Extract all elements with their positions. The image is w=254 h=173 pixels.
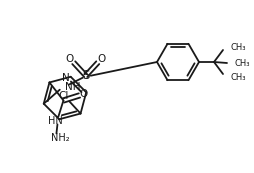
Text: NH₂: NH₂ bbox=[51, 133, 70, 143]
Text: S: S bbox=[82, 69, 89, 82]
Text: O: O bbox=[79, 89, 87, 99]
Text: HN: HN bbox=[48, 116, 62, 126]
Text: N: N bbox=[61, 73, 69, 83]
Text: CH₃: CH₃ bbox=[230, 72, 246, 81]
Text: CH₃: CH₃ bbox=[234, 58, 249, 67]
Text: CH₃: CH₃ bbox=[230, 43, 246, 52]
Text: O: O bbox=[97, 54, 105, 64]
Text: NH: NH bbox=[65, 82, 80, 92]
Text: O: O bbox=[65, 54, 74, 64]
Text: Cl: Cl bbox=[58, 91, 68, 101]
